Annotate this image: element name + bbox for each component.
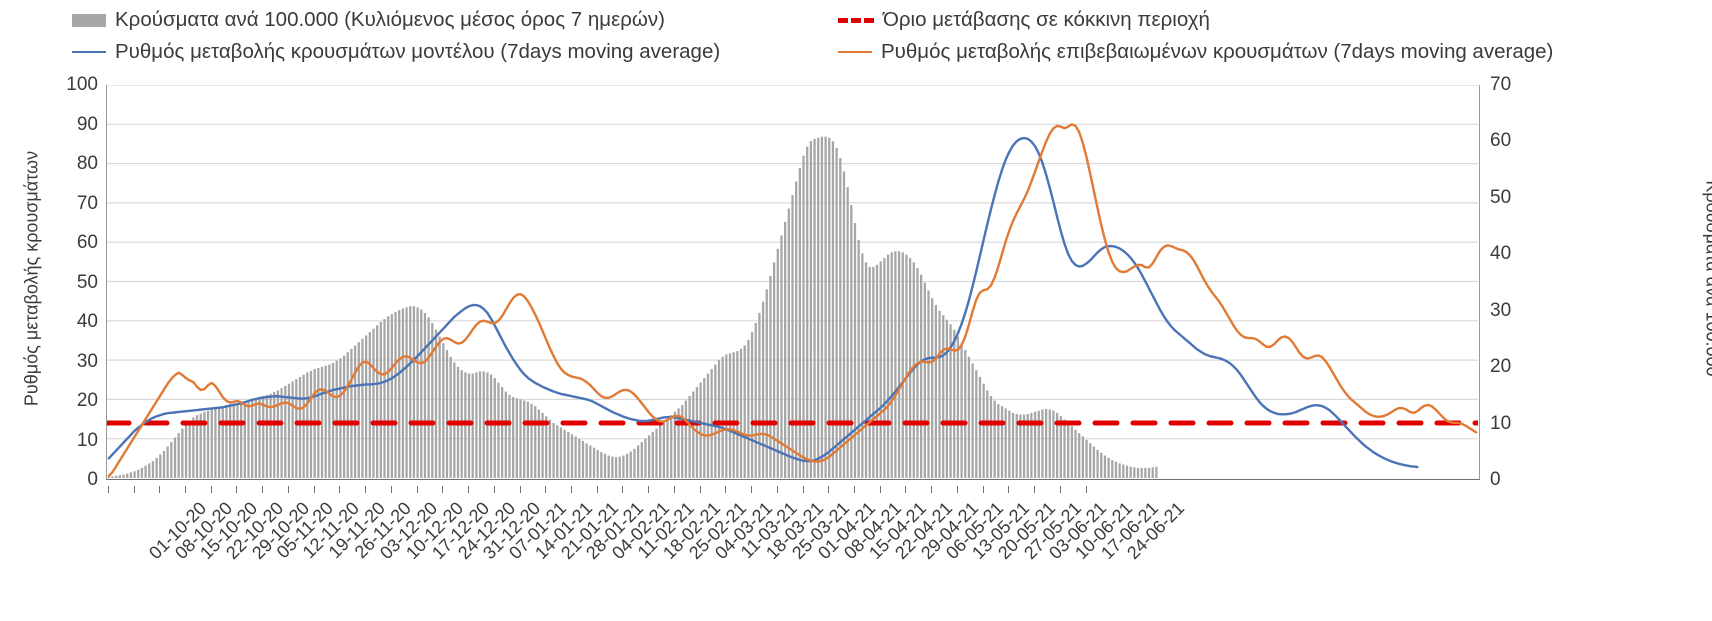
y-left-tick-60: 60 xyxy=(76,232,98,253)
x-tick-mark xyxy=(519,486,521,493)
legend-label-confirmed-line: Ρυθμός μεταβολής επιβεβαιωμένων κρουσμάτ… xyxy=(881,40,1554,63)
legend-item-threshold: Όριο μετάβασης σε κόκκινη περιοχή xyxy=(838,8,1210,31)
x-tick-mark xyxy=(1008,486,1010,493)
y-axis-right-title: Κρούσματα ανά 100.000 xyxy=(1702,180,1712,377)
y-right-tick-40: 40 xyxy=(1490,243,1512,265)
x-tick-mark xyxy=(390,486,392,493)
x-tick-mark xyxy=(185,486,187,493)
x-tick-mark xyxy=(1059,486,1061,493)
x-tick-mark xyxy=(570,486,572,493)
x-tick-mark xyxy=(416,486,418,493)
y-left-tick-30: 30 xyxy=(76,350,98,372)
y-right-tick-30: 30 xyxy=(1490,299,1512,321)
y-left-tick-20: 20 xyxy=(76,390,98,411)
x-tick-mark xyxy=(802,486,804,493)
y-left-tick-50: 50 xyxy=(76,271,98,293)
x-tick-mark xyxy=(210,486,212,493)
x-tick-mark xyxy=(287,486,289,493)
x-axis-ticks: 01-10-20 08-10-20 15-10-20 22-10-20 29-10-20… xyxy=(106,486,1480,621)
plot-area xyxy=(106,85,1480,480)
y-left-tick-100: 100 xyxy=(66,74,98,95)
y-left-tick-0: 0 xyxy=(87,469,98,490)
x-tick-mark xyxy=(982,486,984,493)
x-tick-mark xyxy=(853,486,855,493)
y-axis-left-ticks: 0 10 20 30 40 50 60 70 80 90 100 xyxy=(20,74,98,490)
y-left-tick-70: 70 xyxy=(76,192,98,214)
x-tick-mark xyxy=(107,486,109,493)
y-left-tick-80: 80 xyxy=(76,153,98,174)
x-tick-mark xyxy=(879,486,881,493)
y-left-tick-40: 40 xyxy=(76,311,98,332)
x-tick-mark xyxy=(133,486,135,493)
x-tick-mark xyxy=(468,486,470,493)
x-tick-mark xyxy=(828,486,830,493)
x-tick-mark xyxy=(622,486,624,493)
x-tick-mark xyxy=(956,486,958,493)
legend-label-model-line: Ρυθμός μεταβολής κρουσμάτων μοντέλου (7d… xyxy=(115,40,721,63)
x-tick-mark xyxy=(545,486,547,493)
x-tick-mark xyxy=(776,486,778,493)
x-tick-mark xyxy=(699,486,701,493)
x-tick-mark xyxy=(931,486,933,493)
x-tick-mark xyxy=(365,486,367,493)
red-dashed-swatch-icon xyxy=(838,17,874,23)
bar-swatch-icon xyxy=(72,13,106,27)
chart-legend: Κρούσματα ανά 100.000 (Κυλιόμενος μέσος … xyxy=(0,0,1712,70)
x-tick-mark xyxy=(673,486,675,493)
y-right-tick-20: 20 xyxy=(1490,356,1512,378)
x-tick-mark xyxy=(339,486,341,493)
x-tick-mark xyxy=(596,486,598,493)
blue-line-swatch-icon xyxy=(72,51,106,54)
y-left-tick-10: 10 xyxy=(76,429,98,451)
x-tick-mark xyxy=(1034,486,1036,493)
x-tick-mark xyxy=(313,486,315,493)
legend-item-confirmed-line: Ρυθμός μεταβολής επιβεβαιωμένων κρουσμάτ… xyxy=(838,40,1554,63)
x-tick-mark xyxy=(236,486,238,493)
y-axis-right-ticks: 0 10 20 30 40 50 60 70 xyxy=(1490,74,1568,490)
legend-item-model-line: Ρυθμός μεταβολής κρουσμάτων μοντέλου (7d… xyxy=(72,40,721,63)
x-tick-mark xyxy=(751,486,753,493)
y-right-tick-70: 70 xyxy=(1490,74,1512,95)
y-left-tick-90: 90 xyxy=(76,113,98,135)
x-tick-mark xyxy=(1085,486,1087,493)
y-right-tick-60: 60 xyxy=(1490,130,1512,152)
y-right-tick-0: 0 xyxy=(1490,469,1501,490)
legend-item-bars: Κρούσματα ανά 100.000 (Κυλιόμενος μέσος … xyxy=(72,8,665,31)
y-right-tick-50: 50 xyxy=(1490,186,1512,208)
legend-label-bars: Κρούσματα ανά 100.000 (Κυλιόμενος μέσος … xyxy=(115,8,665,31)
x-tick-mark xyxy=(442,486,444,493)
x-tick-mark xyxy=(493,486,495,493)
plot-svg xyxy=(107,85,1478,478)
x-tick-mark xyxy=(159,486,161,493)
y-right-tick-10: 10 xyxy=(1490,412,1512,434)
x-tick-mark xyxy=(905,486,907,493)
x-tick-mark xyxy=(648,486,650,493)
x-tick-mark xyxy=(725,486,727,493)
legend-label-threshold: Όριο μετάβασης σε κόκκινη περιοχή xyxy=(883,8,1210,31)
x-tick-mark xyxy=(262,486,264,493)
orange-line-swatch-icon xyxy=(838,51,872,54)
